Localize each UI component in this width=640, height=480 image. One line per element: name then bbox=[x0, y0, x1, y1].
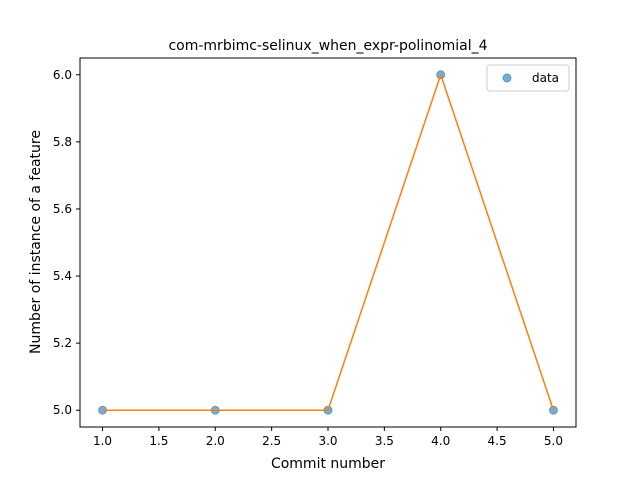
chart-title: com-mrbimc-selinux_when_expr-polinomial_… bbox=[168, 38, 487, 54]
x-tick-label: 3.5 bbox=[375, 434, 394, 448]
x-tick-label: 1.5 bbox=[149, 434, 168, 448]
y-tick-label: 5.2 bbox=[53, 336, 72, 350]
series-layer bbox=[98, 70, 558, 415]
x-tick-label: 1.0 bbox=[93, 434, 112, 448]
y-tick-label: 5.6 bbox=[53, 202, 72, 216]
legend-marker-data bbox=[502, 73, 512, 83]
x-tick-label: 5.0 bbox=[544, 434, 563, 448]
y-tick-label: 5.8 bbox=[53, 135, 72, 149]
y-tick-label: 5.4 bbox=[53, 269, 72, 283]
x-tick-label: 4.0 bbox=[431, 434, 450, 448]
x-tick-label: 3.0 bbox=[318, 434, 337, 448]
x-tick-label: 2.0 bbox=[206, 434, 225, 448]
fit-line bbox=[102, 74, 555, 411]
legend-label-data: data bbox=[532, 71, 559, 85]
y-tick-label: 5.0 bbox=[53, 403, 72, 417]
y-axis-label: Number of instance of a feature bbox=[28, 130, 44, 354]
x-axis-label: Commit number bbox=[271, 456, 385, 472]
legend: data bbox=[486, 64, 570, 92]
x-axis: 1.0 1.5 2.0 2.5 3.0 3.5 4.0 4.5 5.0 bbox=[93, 427, 563, 448]
legend-box bbox=[486, 64, 570, 92]
y-axis: 5.0 5.2 5.4 5.6 5.8 6.0 bbox=[53, 68, 80, 417]
x-tick-label: 4.5 bbox=[488, 434, 507, 448]
x-tick-label: 2.5 bbox=[262, 434, 281, 448]
y-tick-label: 6.0 bbox=[53, 68, 72, 82]
